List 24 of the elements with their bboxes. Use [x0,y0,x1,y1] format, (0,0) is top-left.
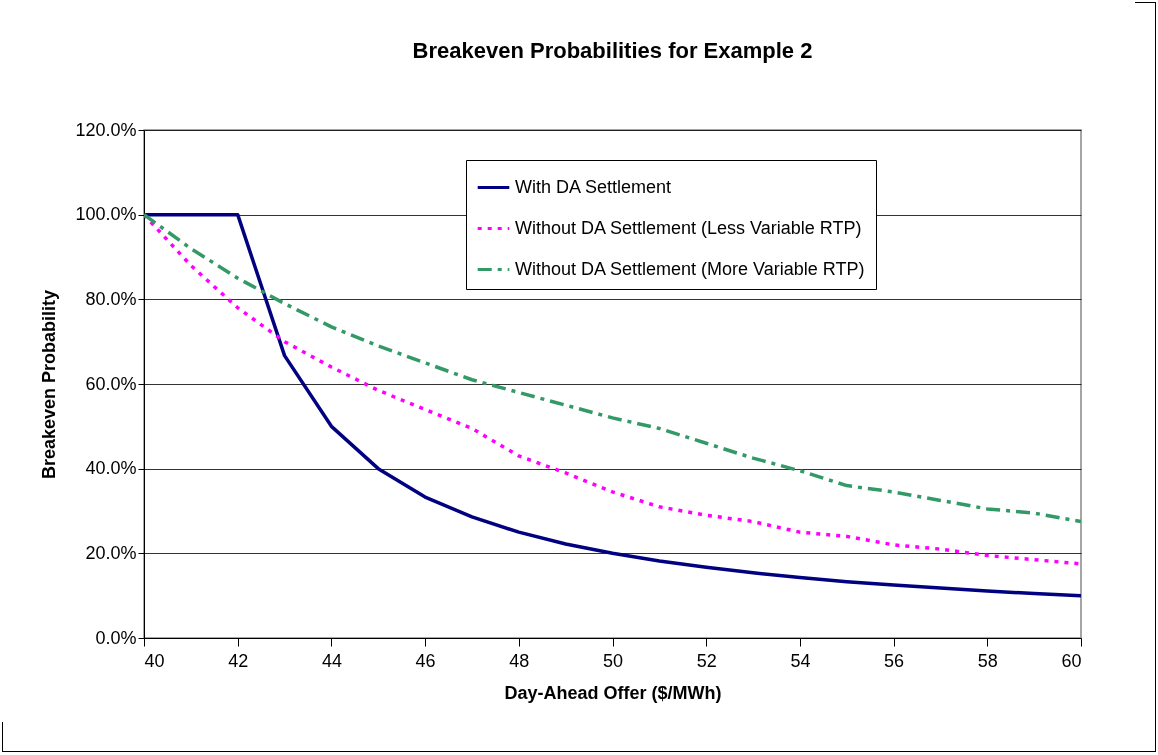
x-tick-label: 58 [977,650,998,671]
x-tick-label: 60 [1061,650,1082,671]
legend-label: With DA Settlement [515,176,672,197]
x-tick-label: 48 [509,650,530,671]
x-tick-label: 42 [228,650,249,671]
y-tick-label: 80.0% [85,288,137,309]
y-tick-label: 40.0% [85,458,137,479]
x-tick-label: 52 [696,650,717,671]
legend-label: Without DA Settlement (More Variable RTP) [515,258,865,279]
x-tick-label: 44 [321,650,342,671]
x-axis-title: Day-Ahead Offer ($/MWh) [504,682,722,703]
y-axis-title: Breakeven Probability [39,289,60,480]
y-tick-label: 120.0% [75,119,137,140]
x-tick-label: 40 [144,650,165,671]
x-tick-label: 54 [790,650,811,671]
x-tick-label: 50 [602,650,624,671]
y-tick-label: 60.0% [85,373,137,394]
y-tick-label: 100.0% [75,204,137,225]
legend-label: Without DA Settlement (Less Variable RTP) [515,217,862,238]
x-tick-label: 56 [884,650,905,671]
x-tick-label: 46 [415,650,436,671]
y-tick-label: 20.0% [85,542,137,563]
chart-title: Breakeven Probabilities for Example 2 [412,38,813,63]
y-tick-label: 0.0% [95,627,137,648]
